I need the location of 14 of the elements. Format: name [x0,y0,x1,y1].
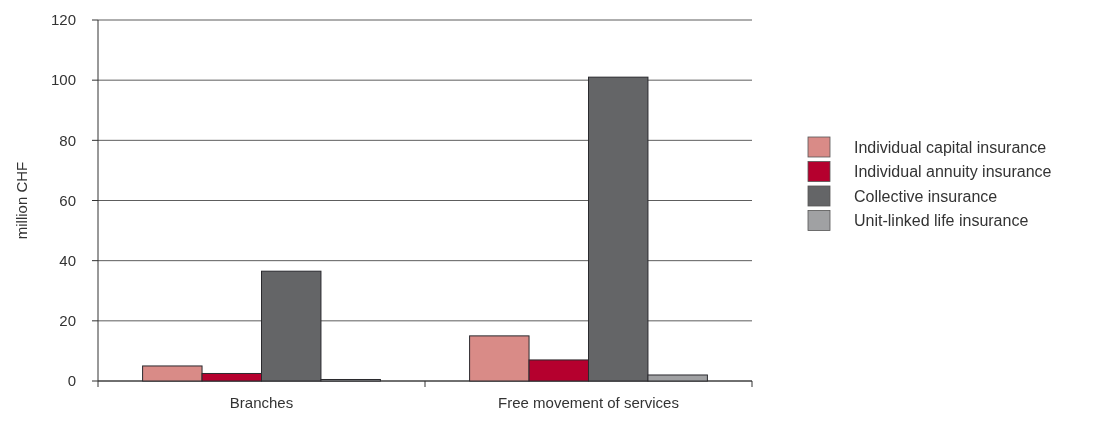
x-tick-label: Free movement of services [498,394,679,411]
y-tick-label: 20 [59,312,76,330]
y-tick-label: 60 [59,191,76,209]
y-tick-label: 100 [50,71,76,89]
y-tick-label: 80 [59,131,76,149]
y-axis-title: million CHF [13,161,30,240]
y-tick-label: 0 [67,372,76,390]
legend-label: Collective insurance [854,187,998,205]
legend-label: Individual capital insurance [854,138,1047,156]
y-tick-label: 40 [59,251,76,269]
legend-label: Individual annuity insurance [854,163,1052,181]
legend-label: Unit-linked life insurance [854,212,1029,230]
x-tick-label: Branches [229,394,294,411]
y-tick-label: 120 [50,11,76,29]
